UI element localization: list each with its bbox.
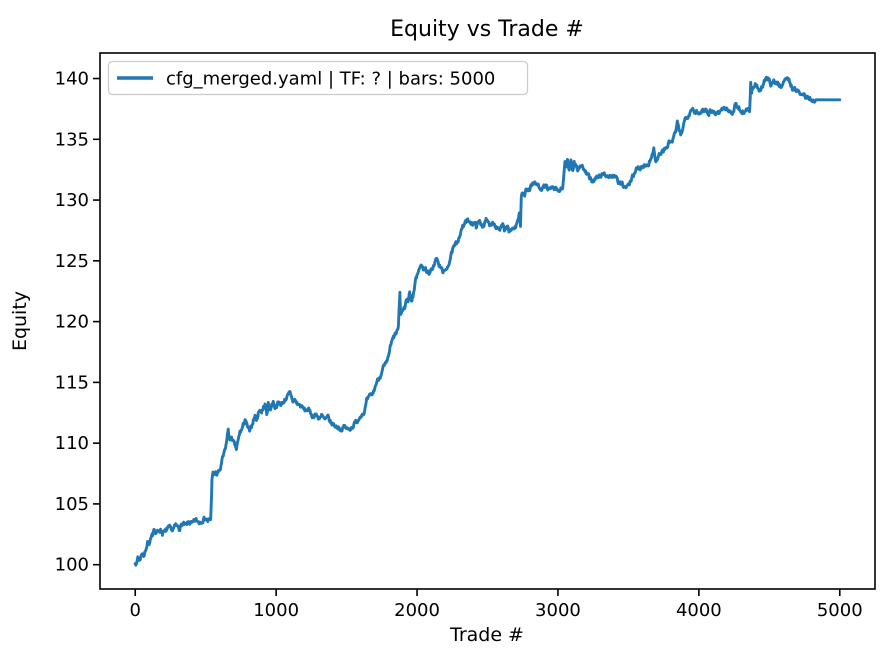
x-tick-label: 2000 [394,600,440,621]
x-tick-label: 3000 [535,600,581,621]
legend: cfg_merged.yaml | TF: ? | bars: 5000 [107,60,529,96]
x-tick-label: 0 [130,600,141,621]
x-tick-label: 4000 [676,600,722,621]
chart-title: Equity vs Trade # [390,17,584,42]
y-tick-label: 140 [55,69,89,90]
x-tick-label: 1000 [253,600,299,621]
y-tick-label: 100 [55,555,89,576]
y-tick-label: 105 [55,494,89,515]
legend-box [107,60,529,96]
series-group [133,75,842,567]
x-axis: 0 1000 2000 3000 4000 5000 [130,589,863,621]
y-tick-label: 115 [55,372,89,393]
y-tick-label: 125 [55,251,89,272]
y-axis-label: Equity [9,291,31,351]
y-tick-label: 120 [55,312,89,333]
y-tick-label: 130 [55,190,89,211]
y-tick-label: 135 [55,129,89,150]
legend-label: cfg_merged.yaml | TF: ? | bars: 5000 [166,69,495,90]
equity-line [133,75,842,567]
x-tick-label: 5000 [817,600,863,621]
y-tick-label: 110 [55,433,89,454]
x-axis-label: Trade # [449,624,524,646]
y-axis: 100 105 110 115 120 125 130 135 140 [55,69,100,576]
plot-area [100,53,875,589]
